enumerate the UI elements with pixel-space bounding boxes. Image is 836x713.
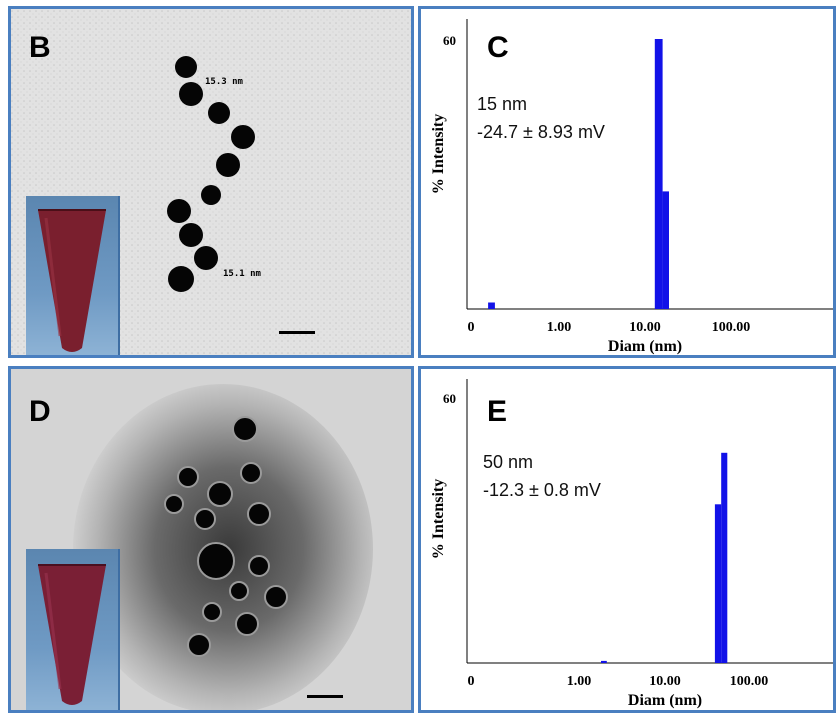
nanoparticle [197,542,235,580]
y-tick-label: 60 [443,391,456,406]
nanoparticle [248,555,270,577]
nanoparticle [231,125,255,149]
tem-image-d [11,369,411,710]
scale-bar-b [279,331,315,334]
histogram-bar [721,452,728,663]
x-ticks: 0 1.00 10.00 100.00 [468,320,751,335]
histogram-bar [488,302,495,309]
panel-d-tem-image: D [8,366,414,713]
x-tick-label: 100.00 [730,674,769,689]
nanoparticle-cluster-b [167,56,255,292]
x-tick-label: 10.00 [649,674,681,689]
nanoparticle [232,416,258,442]
y-axis-label: % Intensity [430,479,447,559]
vial-photo-inset-b [26,196,120,355]
nanoparticle [167,199,191,223]
x-axis-label: Diam (nm) [608,338,682,355]
mean-size-text-c: 15 nm [477,94,528,114]
nanoparticle [202,602,222,622]
nanoparticle [194,508,216,530]
particle-size-label-top: 15.3 nm [205,77,243,87]
x-tick-label: 0 [468,674,475,689]
y-axis-label: % Intensity [430,114,447,194]
zeta-potential-text-c: -24.7 ± 8.93 mV [477,122,605,142]
panel-b-tem-image: B 15.3 nm 15.1 nm [8,6,414,358]
panel-letter-d: D [29,395,51,428]
x-tick-label: 1.00 [567,674,592,689]
particle-size-label-bottom: 15.1 nm [223,269,261,279]
x-tick-label: 1.00 [547,320,572,335]
y-tick-label: 60 [443,33,456,48]
panel-e-dls-chart: 0 1.00 10.00 100.00 60 % Intensity Diam (nm… [418,366,836,713]
nanoparticle [235,612,259,636]
nanoparticle [164,494,184,514]
vial-photo-inset-d [26,549,120,710]
x-ticks: 0 1.00 10.00 100.00 [468,674,769,689]
nanoparticle [229,581,249,601]
vial-d [38,564,106,705]
scale-bar-d [307,695,343,698]
nanoparticle [207,481,233,507]
nanoparticle [168,266,194,292]
panel-letter-c: C [487,31,509,64]
nanoparticle [216,153,240,177]
x-axis-label: Diam (nm) [628,692,702,709]
panel-c-dls-chart: 0 1.00 10.00 100.00 60 % Intensity Diam (nm… [418,6,836,358]
nanoparticle [208,102,230,124]
nanoparticle [201,185,221,205]
x-tick-label: 0 [468,320,475,335]
nanoparticle-cluster-d [164,416,288,657]
x-tick-label: 100.00 [712,320,751,335]
nanoparticle [264,585,288,609]
bars [488,39,669,309]
nanoparticle [240,462,262,484]
size-distribution-chart-e: 0 1.00 10.00 100.00 60 % Intensity Diam (nm… [430,379,833,709]
nanoparticle [247,502,271,526]
nanoparticle [179,82,203,106]
nanoparticle [179,223,203,247]
nanoparticle [187,633,211,657]
bars [601,452,728,663]
histogram-bar [601,660,607,663]
vial-b [38,209,106,352]
histogram-bar [714,504,722,663]
size-distribution-chart-c: 0 1.00 10.00 100.00 60 % Intensity Diam (nm… [430,19,833,355]
zeta-potential-text-e: -12.3 ± 0.8 mV [483,480,601,500]
histogram-bar [654,39,663,309]
histogram-bar [662,191,669,309]
x-tick-label: 10.00 [629,320,661,335]
nanoparticle [194,246,218,270]
panel-letter-b: B [29,31,51,64]
nanoparticle [175,56,197,78]
panel-letter-e: E [487,395,508,428]
mean-size-text-e: 50 nm [483,452,534,472]
nanoparticle [177,466,199,488]
